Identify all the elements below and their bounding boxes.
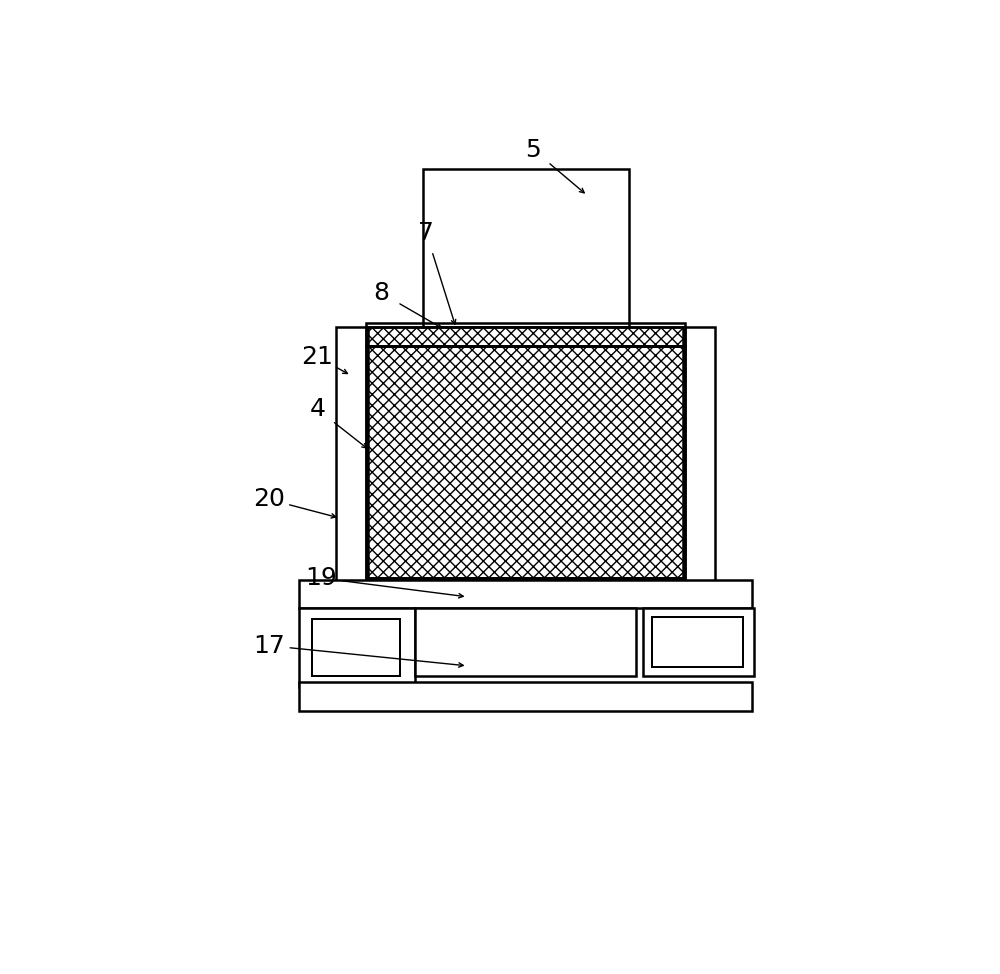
- Bar: [366, 323, 685, 579]
- Bar: [366, 327, 685, 346]
- Bar: [366, 346, 685, 579]
- Text: 17: 17: [253, 634, 285, 657]
- Bar: [366, 346, 685, 579]
- Bar: [652, 618, 743, 666]
- Text: 20: 20: [253, 487, 285, 511]
- Bar: [299, 580, 752, 608]
- Bar: [423, 169, 629, 327]
- Bar: [312, 619, 400, 676]
- Text: 19: 19: [305, 566, 337, 590]
- Bar: [299, 608, 415, 687]
- Text: 5: 5: [526, 138, 541, 162]
- Text: 21: 21: [302, 345, 333, 369]
- Bar: [415, 608, 636, 676]
- Bar: [336, 327, 368, 581]
- Bar: [366, 327, 685, 346]
- Text: 4: 4: [310, 397, 326, 422]
- Bar: [683, 327, 715, 581]
- Bar: [643, 608, 754, 676]
- Text: 7: 7: [418, 221, 434, 245]
- Bar: [299, 683, 752, 711]
- Text: 8: 8: [373, 281, 389, 305]
